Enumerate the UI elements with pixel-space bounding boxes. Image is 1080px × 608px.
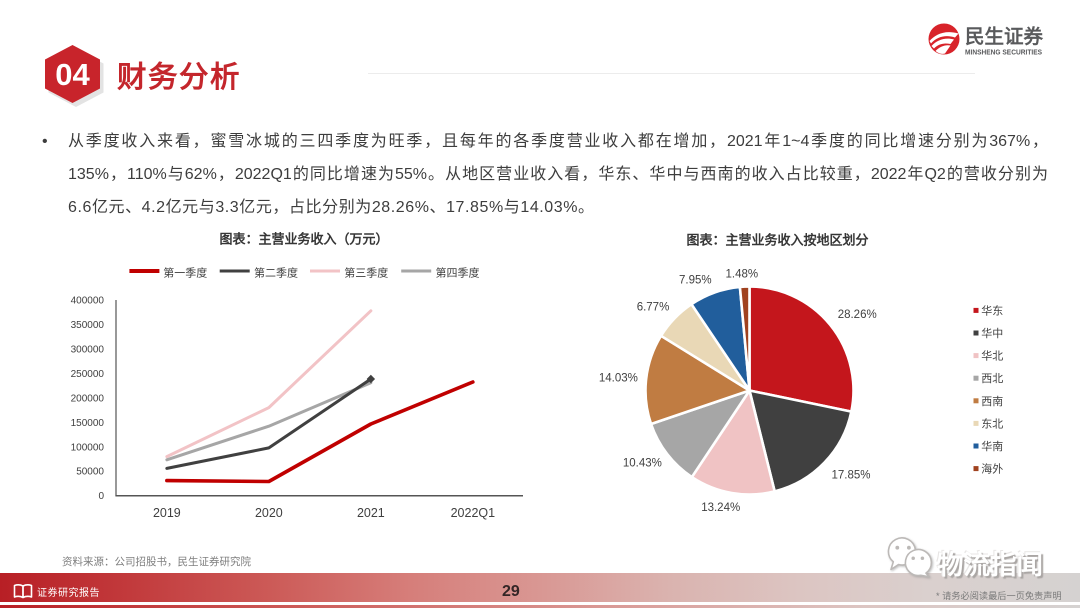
svg-text:200000: 200000: [71, 393, 105, 404]
svg-text:西南: 西南: [981, 395, 1003, 408]
svg-text:2021: 2021: [357, 506, 385, 520]
svg-text:图表：主营业务收入（万元）: 图表：主营业务收入（万元）: [219, 232, 388, 247]
svg-text:第一季度: 第一季度: [163, 265, 207, 279]
svg-text:10.43%: 10.43%: [623, 458, 662, 470]
svg-text:300000: 300000: [71, 344, 105, 355]
svg-text:第三季度: 第三季度: [344, 265, 388, 279]
svg-text:民生证券: 民生证券: [965, 25, 1043, 48]
svg-text:2020: 2020: [255, 506, 283, 520]
svg-text:东北: 东北: [981, 417, 1003, 430]
svg-text:400000: 400000: [71, 296, 105, 307]
svg-text:西北: 西北: [981, 372, 1003, 385]
svg-text:2019: 2019: [153, 506, 181, 520]
svg-text:0: 0: [98, 491, 104, 502]
svg-text:50000: 50000: [76, 467, 104, 478]
svg-text:100000: 100000: [71, 442, 105, 453]
svg-text:7.95%: 7.95%: [679, 274, 712, 286]
svg-text:250000: 250000: [71, 369, 105, 380]
svg-text:MINSHENG SECURITIES: MINSHENG SECURITIES: [965, 47, 1042, 56]
svg-text:华南: 华南: [981, 439, 1003, 453]
svg-text:图表：主营业务收入按地区划分: 图表：主营业务收入按地区划分: [686, 233, 868, 248]
svg-text:17.85%: 17.85%: [831, 470, 870, 482]
svg-text:第四季度: 第四季度: [436, 265, 480, 279]
svg-text:04: 04: [55, 57, 90, 92]
svg-text:1.48%: 1.48%: [725, 268, 758, 280]
svg-text:14.03%: 14.03%: [599, 372, 638, 384]
svg-text:华中: 华中: [981, 326, 1003, 340]
svg-text:海外: 海外: [981, 462, 1003, 476]
svg-text:第二季度: 第二季度: [254, 265, 298, 279]
svg-text:华东: 华东: [981, 303, 1003, 317]
svg-text:13.24%: 13.24%: [701, 502, 740, 514]
svg-text:2022Q1: 2022Q1: [451, 506, 496, 520]
svg-text:28.26%: 28.26%: [838, 309, 877, 321]
svg-text:150000: 150000: [71, 418, 105, 429]
svg-text:华北: 华北: [981, 349, 1003, 363]
svg-text:6.77%: 6.77%: [637, 302, 670, 314]
svg-text:350000: 350000: [71, 320, 105, 331]
